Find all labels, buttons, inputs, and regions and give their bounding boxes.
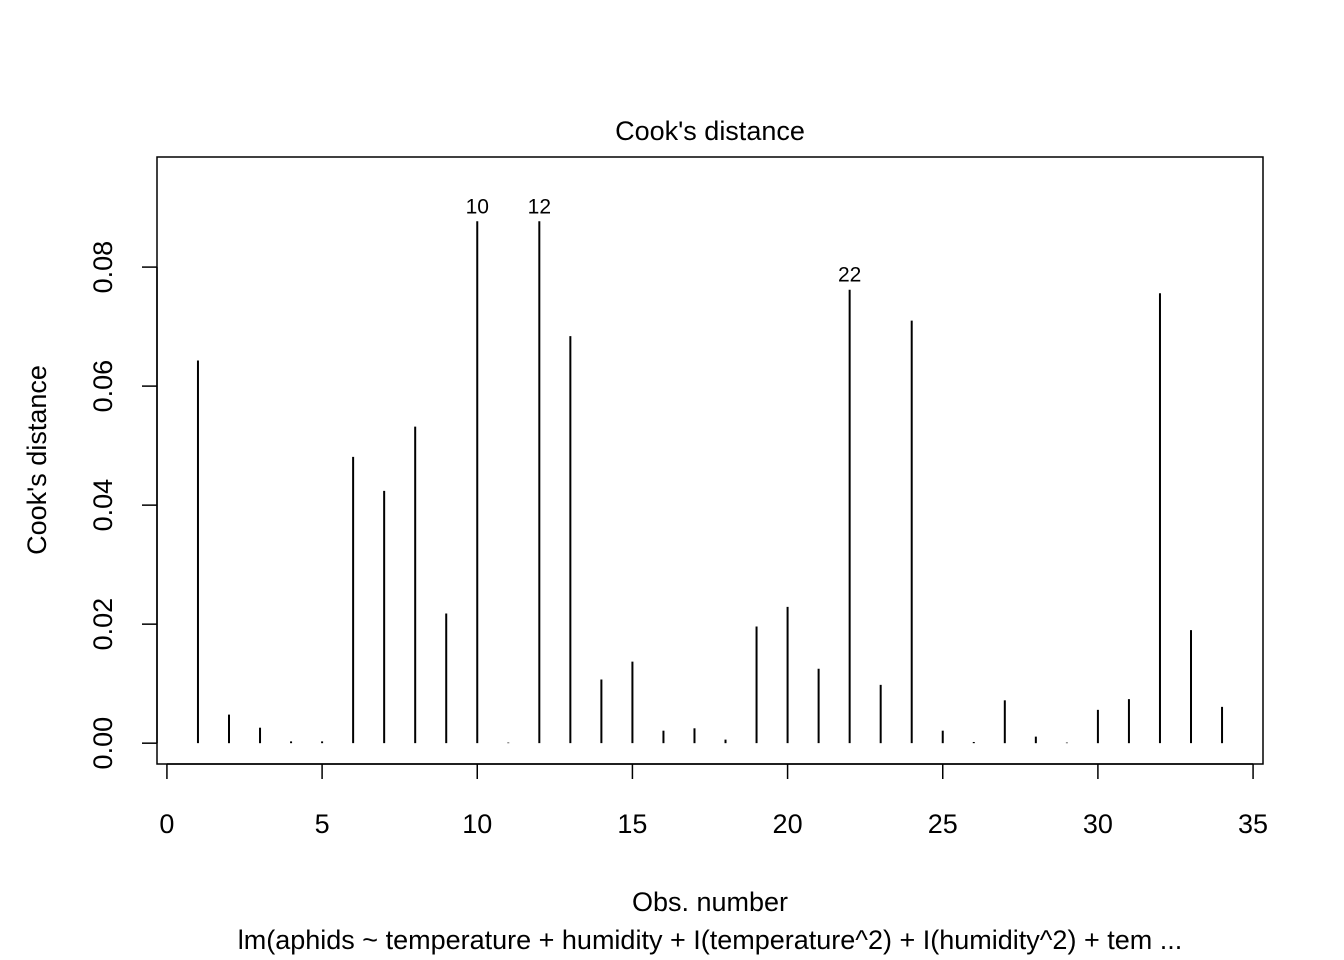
y-tick-label-4: 0.08 (88, 241, 118, 294)
chart-title: Cook's distance (615, 116, 805, 146)
x-tick-label-35: 35 (1238, 809, 1268, 839)
x-tick-label-5: 5 (315, 809, 330, 839)
x-tick-label-10: 10 (462, 809, 492, 839)
point-label-22: 22 (838, 264, 861, 287)
x-axis: 0 5 10 15 20 25 30 35 (159, 763, 1268, 839)
x-tick-label-25: 25 (928, 809, 958, 839)
y-tick-label-2: 0.04 (88, 479, 118, 532)
plot-frame (156, 156, 1264, 765)
x-axis-label: Obs. number (632, 887, 788, 917)
y-tick-label-3: 0.06 (88, 360, 118, 413)
bars-group (196, 221, 1224, 744)
x-tick-label-15: 15 (617, 809, 647, 839)
x-tick-label-30: 30 (1083, 809, 1113, 839)
y-axis-label: Cook's distance (22, 365, 52, 555)
model-formula-subtitle: lm(aphids ~ temperature + humidity + I(t… (238, 925, 1182, 955)
point-label-10: 10 (466, 195, 489, 218)
x-tick-label-0: 0 (159, 809, 174, 839)
point-labels-group: 10 12 22 (466, 195, 862, 286)
y-tick-label-0: 0.00 (88, 717, 118, 770)
y-axis: 0.00 0.02 0.04 0.06 0.08 (88, 241, 158, 770)
y-tick-label-1: 0.02 (88, 598, 118, 651)
x-tick-label-20: 20 (773, 809, 803, 839)
point-label-12: 12 (528, 195, 551, 218)
